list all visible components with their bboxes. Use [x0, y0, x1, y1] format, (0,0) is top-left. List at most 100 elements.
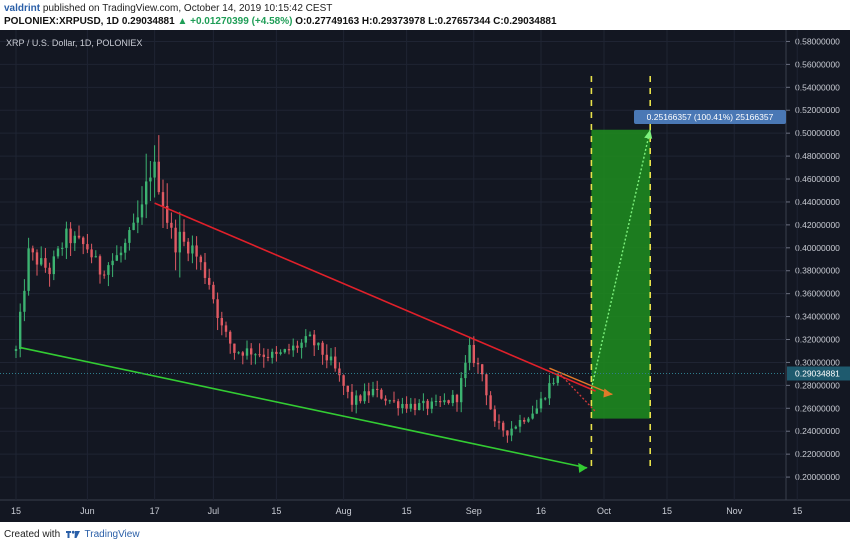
- candlestick-chart[interactable]: 0.58000000 0.56000000 0.54000000 0.52000000…: [0, 30, 850, 522]
- candle-body: [426, 400, 429, 409]
- candle-body: [334, 356, 337, 369]
- candle-body: [422, 400, 425, 404]
- candle-body: [103, 274, 106, 276]
- candle-body: [35, 252, 39, 265]
- candle-body: [145, 181, 148, 205]
- candle-body: [523, 419, 526, 422]
- y-tick-label: 0.46000000: [795, 174, 840, 184]
- resistance-trendline[interactable]: [154, 202, 596, 392]
- last-price-value: 0.29034881: [121, 16, 175, 27]
- candle-body: [174, 227, 177, 253]
- candle-body: [539, 398, 543, 409]
- candle-body: [111, 260, 114, 266]
- candle-body: [497, 421, 501, 423]
- candle-body: [61, 247, 64, 249]
- measure-label: 0.25166357 (100.41%) 25166357: [647, 112, 774, 122]
- y-tick-label: 0.38000000: [795, 266, 840, 276]
- candle-body: [443, 400, 446, 403]
- candle-body: [170, 222, 173, 228]
- x-tick-label: 15: [11, 506, 21, 516]
- candle-body: [199, 256, 202, 263]
- candle-body: [187, 241, 190, 254]
- measure-badge[interactable]: [634, 110, 786, 124]
- orange-arrow-head: [603, 388, 613, 398]
- published-text: published on TradingView.com, October 14…: [42, 3, 333, 14]
- projection-arrow-head: [644, 129, 653, 139]
- candle-body: [73, 235, 76, 244]
- candle-body: [31, 248, 34, 253]
- y-tick-label: 0.34000000: [795, 312, 840, 322]
- x-tick-label: 15: [271, 506, 281, 516]
- candle-body: [124, 242, 127, 253]
- projection-zone[interactable]: [591, 129, 651, 419]
- y-tick-label: 0.50000000: [795, 128, 840, 138]
- candle-body: [384, 398, 387, 401]
- candle-body: [455, 394, 459, 403]
- candle-body: [346, 385, 349, 392]
- candle-body: [90, 249, 93, 258]
- price-change: ▲ +0.01270399 (+4.58%): [177, 16, 293, 27]
- candle-body: [27, 248, 30, 291]
- candle-body: [203, 262, 207, 278]
- candle-body: [409, 403, 412, 409]
- candle-body: [115, 255, 118, 261]
- candle-body: [451, 394, 454, 404]
- candle-body: [128, 230, 131, 243]
- candle-body: [237, 352, 240, 354]
- x-tick-label: Jul: [208, 506, 220, 516]
- candle-body: [48, 267, 51, 275]
- candle-body: [401, 403, 404, 409]
- y-tick-label: 0.52000000: [795, 105, 840, 115]
- candle-body: [313, 334, 316, 346]
- candle-body: [153, 161, 156, 178]
- chart-header: valdrint published on TradingView.com, O…: [0, 0, 850, 30]
- candle-body: [535, 408, 538, 414]
- candle-body: [308, 334, 312, 337]
- candle-body: [397, 401, 400, 409]
- candle-body: [266, 356, 270, 358]
- candle-body: [220, 318, 223, 326]
- candle-body: [413, 403, 417, 411]
- red-dotted-path[interactable]: [557, 371, 597, 413]
- publish-info: valdrint published on TradingView.com, O…: [4, 3, 332, 14]
- x-tick-label: Sep: [466, 506, 482, 516]
- support-trendline[interactable]: [20, 346, 588, 469]
- candle-body: [380, 389, 383, 399]
- y-tick-label: 0.58000000: [795, 36, 840, 46]
- candle-body: [338, 368, 341, 376]
- x-tick-label: 17: [150, 506, 160, 516]
- x-tick-label: Nov: [726, 506, 743, 516]
- chart-area[interactable]: 0.58000000 0.56000000 0.54000000 0.52000000…: [0, 30, 850, 522]
- x-tick-label: Jun: [80, 506, 95, 516]
- y-tick-label: 0.24000000: [795, 426, 840, 436]
- x-tick-label: Aug: [336, 506, 352, 516]
- x-tick-label: 16: [536, 506, 546, 516]
- candle-body: [224, 325, 228, 332]
- candle-body: [489, 395, 492, 410]
- y-tick-label: 0.32000000: [795, 335, 840, 345]
- orange-arrow-line[interactable]: [549, 367, 613, 396]
- last-price-badge: [787, 366, 850, 381]
- candle-body: [250, 348, 253, 355]
- candle-body: [40, 258, 43, 265]
- tradingview-brand[interactable]: TradingView: [84, 529, 140, 540]
- author-link[interactable]: valdrint: [4, 3, 41, 14]
- candle-body: [388, 400, 391, 402]
- candle-body: [418, 403, 421, 411]
- y-tick-label: 0.44000000: [795, 197, 840, 207]
- candle-body: [376, 388, 379, 390]
- price-axis[interactable]: [786, 30, 850, 522]
- y-tick-label: 0.26000000: [795, 403, 840, 413]
- candle-body: [216, 299, 219, 319]
- symbol-info: POLONIEX:XRPUSD, 1D 0.29034881 ▲ +0.0127…: [4, 16, 557, 27]
- candle-body: [476, 363, 480, 365]
- candle-body: [544, 398, 547, 400]
- candle-body: [317, 342, 320, 346]
- candle-body: [77, 235, 81, 238]
- created-with: Created with TradingView: [4, 529, 140, 540]
- projection-arrow-line[interactable]: [590, 129, 651, 389]
- candle-body: [52, 256, 55, 275]
- candle-body: [363, 391, 366, 402]
- candle-body: [69, 228, 72, 244]
- candle-body: [359, 395, 362, 402]
